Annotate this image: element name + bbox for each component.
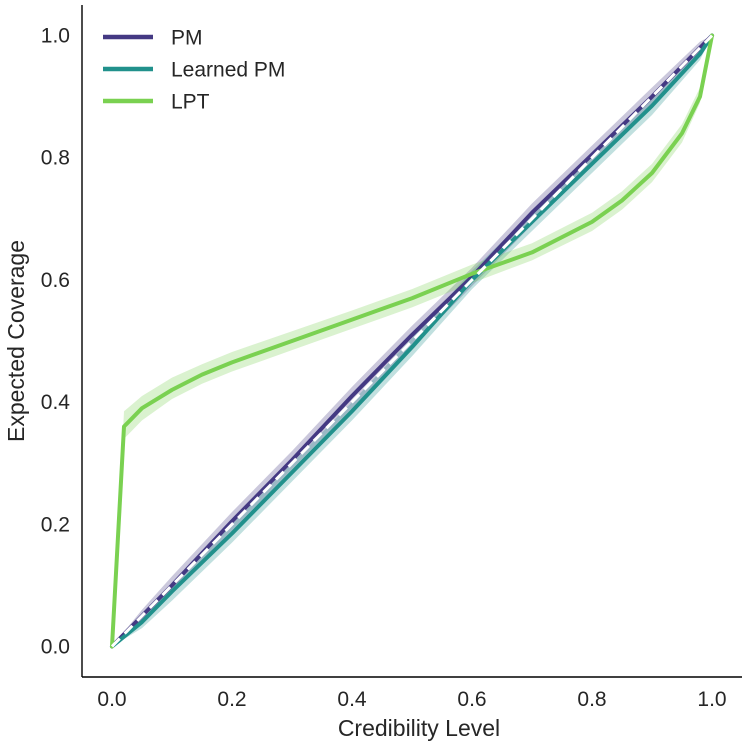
band-pm [112,35,712,647]
x-axis-label: Credibility Level [338,715,500,741]
x-tick-label: 0.0 [97,688,126,711]
series-lines [110,33,714,649]
tick-labels: 0.0 0.2 0.4 0.6 0.8 1.0 0.0 0.2 0.4 0.6 0.8 1.0 [41,25,727,711]
line-learned-pm [110,33,714,649]
confidence-bands [112,35,712,647]
x-tick-label: 0.2 [217,688,246,711]
legend-item-lpt: LPT [103,91,210,114]
y-tick-label: 0.8 [41,147,70,170]
y-tick-label: 0.4 [41,391,71,414]
legend-item-learned-pm: Learned PM [103,59,285,82]
x-tick-label: 0.8 [577,688,606,711]
y-tick-label: 0.2 [41,513,70,536]
y-tick-label: 1.0 [41,25,70,48]
band-learned-pm [112,35,712,647]
y-axis-label: Expected Coverage [3,240,29,442]
x-tick-label: 0.6 [457,688,486,711]
legend-label: LPT [171,91,210,114]
legend-label: Learned PM [171,59,285,82]
line-lpt [110,33,714,649]
x-tick-label: 0.4 [337,688,367,711]
legend: PM Learned PM LPT [103,27,285,114]
legend-label: PM [171,27,203,50]
legend-item-pm: PM [103,27,203,50]
y-tick-label: 0.6 [41,269,70,292]
line-pm [110,33,714,649]
y-tick-label: 0.0 [41,635,70,658]
axes [81,5,742,678]
x-tick-label: 1.0 [697,688,726,711]
